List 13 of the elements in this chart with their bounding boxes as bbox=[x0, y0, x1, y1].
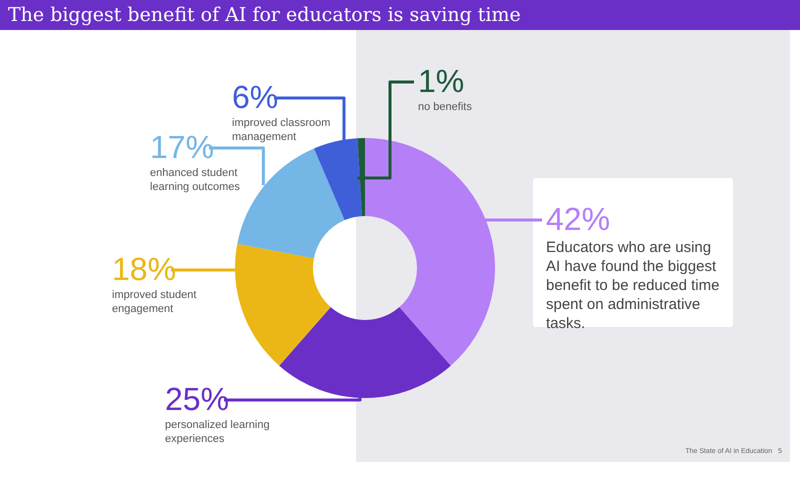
slice-label: personalized learning experiences bbox=[165, 418, 271, 446]
slice-label: enhanced student learning outcomes bbox=[150, 166, 241, 194]
data-label: 25% bbox=[165, 380, 230, 418]
data-label: 6% bbox=[232, 78, 280, 116]
data-label: 17% bbox=[150, 129, 214, 165]
data-label: 18% bbox=[112, 250, 178, 288]
slice-label: improved student engagement bbox=[112, 288, 198, 316]
chart-title: The biggest benefit of AI for educators is saving time bbox=[0, 0, 800, 30]
slice-label: improved classroom management bbox=[232, 116, 332, 144]
slice-label: Educators who are using AI have found the biggest benefit to be reduced time spent on administrative tasks. bbox=[546, 238, 720, 332]
slice-label: no benefits bbox=[418, 100, 473, 114]
data-label: 1% bbox=[418, 62, 466, 100]
data-label: 42% bbox=[546, 200, 612, 238]
